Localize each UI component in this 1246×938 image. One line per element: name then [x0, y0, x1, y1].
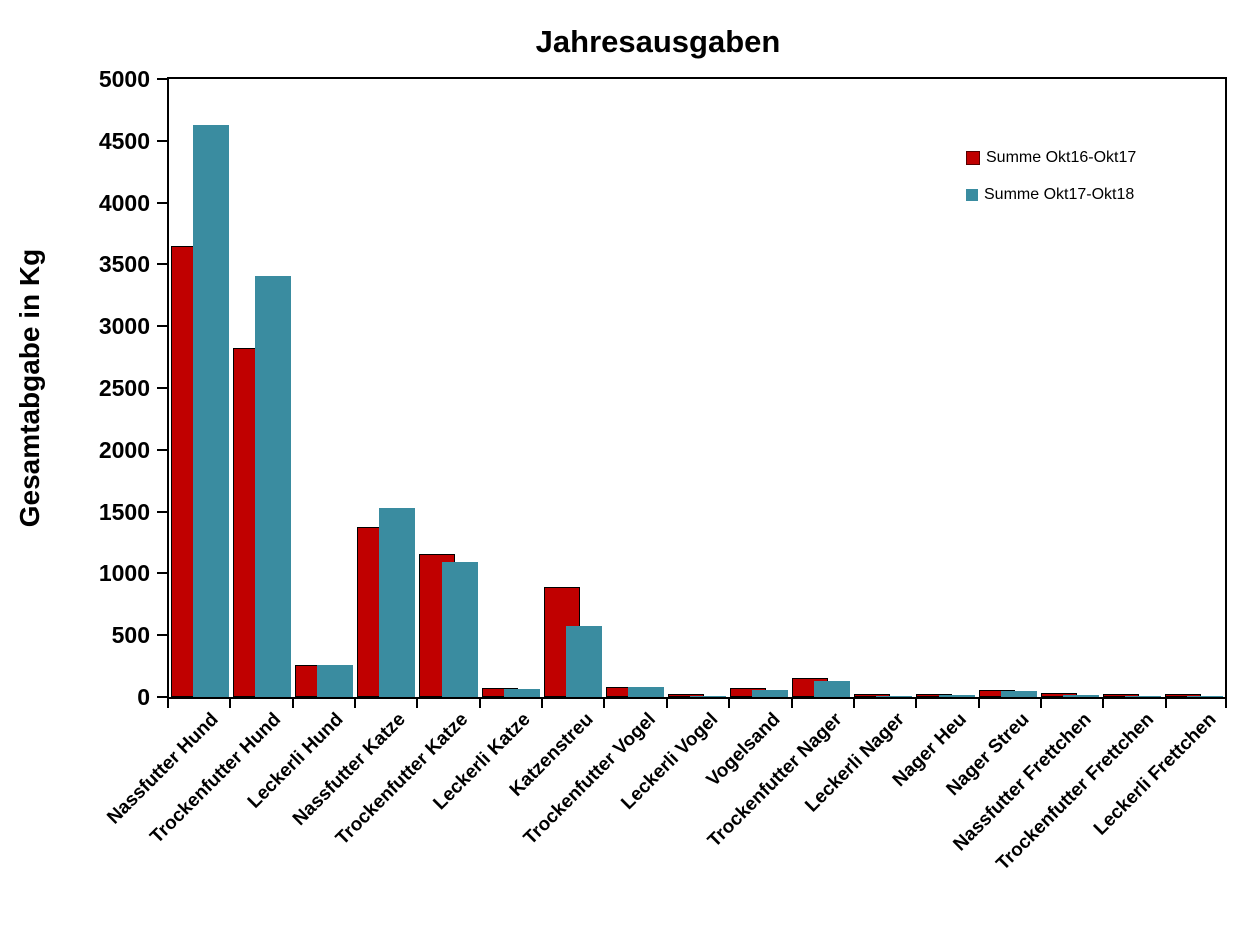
y-tick-label: 0: [137, 684, 150, 710]
bar-series2: [317, 665, 354, 697]
x-category-label: Nassfutter Hund: [103, 709, 224, 829]
x-category-label: Nassfutter Katze: [289, 709, 411, 830]
bar-series2: [1124, 695, 1161, 697]
x-tick-mark: [728, 699, 731, 708]
series1-swatch-icon: [966, 151, 980, 165]
x-tick-mark: [229, 699, 232, 708]
y-tick-label: 1500: [98, 498, 150, 525]
x-tick-mark: [354, 699, 357, 708]
bar-series2: [1062, 695, 1099, 697]
y-tick-mark: [157, 139, 167, 142]
y-tick-mark: [157, 263, 167, 266]
x-tick-mark: [291, 699, 294, 708]
bar-series2: [255, 275, 292, 697]
y-tick-mark: [157, 510, 167, 513]
y-tick-mark: [157, 448, 167, 451]
x-tick-mark: [790, 699, 793, 708]
x-tick-mark: [1225, 699, 1227, 708]
bar-series2: [814, 680, 851, 697]
y-tick-mark: [157, 696, 167, 698]
bar-series2: [627, 687, 664, 697]
x-category-label: Leckerli Frettchen: [1090, 709, 1221, 840]
plot-area: [167, 77, 1227, 699]
bar-series2: [441, 562, 478, 697]
y-tick-label: 2500: [98, 375, 150, 401]
bar-series1: [1040, 692, 1077, 697]
bar-series2: [193, 125, 230, 697]
bar-series2: [1000, 690, 1037, 697]
y-tick-label: 4000: [98, 189, 150, 216]
bar-series2: [565, 626, 602, 697]
y-tick-label: 3000: [98, 313, 150, 340]
y-tick-label: 3500: [98, 251, 150, 278]
y-tick-mark: [157, 78, 167, 80]
x-tick-mark: [478, 699, 481, 708]
y-tick-label: 500: [111, 622, 150, 649]
legend-item: Summe Okt17-Okt18: [966, 183, 1136, 207]
x-tick-mark: [603, 699, 606, 708]
series2-swatch-icon: [966, 189, 978, 201]
bar-series2: [503, 689, 540, 697]
y-tick-label: 5000: [98, 66, 150, 92]
x-tick-mark: [1164, 699, 1167, 708]
bar-series2: [1187, 695, 1223, 697]
bar-series2: [938, 694, 975, 697]
x-tick-mark: [852, 699, 855, 708]
x-tick-mark: [915, 699, 918, 708]
chart-title: Jahresausgaben: [535, 24, 781, 59]
x-tick-mark: [541, 699, 544, 708]
y-axis-title: Gesamtabgabe in Kg: [14, 248, 45, 528]
x-tick-mark: [977, 699, 980, 708]
y-tick-mark: [157, 634, 167, 637]
legend-label: Summe Okt16-Okt17: [986, 149, 1137, 166]
x-tick-mark: [1102, 699, 1105, 708]
x-tick-mark: [665, 699, 668, 708]
legend-item: Summe Okt16-Okt17: [966, 146, 1136, 170]
bar-series2: [690, 695, 727, 697]
x-tick-mark: [416, 699, 419, 708]
bar-series2: [876, 695, 913, 697]
y-tick-mark: [157, 201, 167, 204]
legend-label: Summe Okt17-Okt18: [984, 186, 1135, 203]
y-tick-mark: [157, 572, 167, 575]
bar-series2: [379, 507, 416, 697]
x-tick-mark: [167, 699, 169, 708]
y-tick-label: 4500: [98, 127, 150, 154]
y-tick-label: 1000: [98, 560, 150, 587]
y-tick-mark: [157, 325, 167, 328]
y-tick-label: 2000: [98, 436, 150, 463]
x-tick-mark: [1039, 699, 1042, 708]
y-tick-mark: [157, 387, 167, 389]
bar-series2: [752, 690, 789, 697]
legend: Summe Okt16-Okt17 Summe Okt17-Okt18: [966, 146, 1136, 220]
